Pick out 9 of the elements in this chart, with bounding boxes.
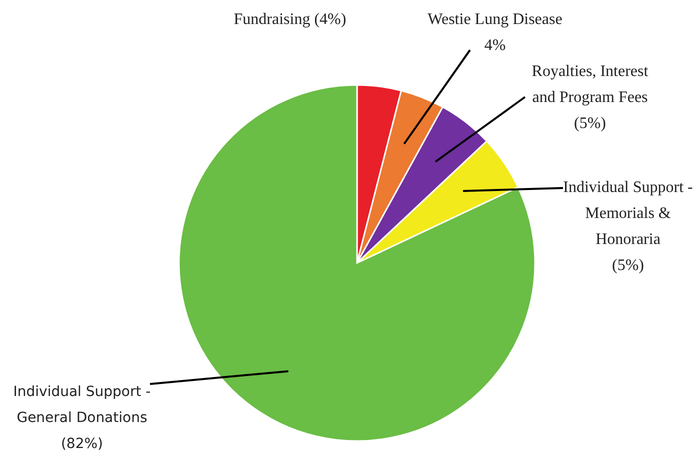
slice-label: Royalties, Interest and Program Fees [532, 63, 649, 106]
data-label: (5%) [612, 257, 644, 274]
slice-label: Fundraising (4%) [234, 11, 346, 28]
data-label: (82%) [60, 436, 104, 452]
data-label: 4% [484, 37, 506, 54]
data-label: (5%) [574, 115, 606, 132]
slice-label: Individual Support - Memorials & Honoraria [563, 179, 693, 248]
slice-label: Westie Lung Disease [428, 11, 562, 28]
slice-label: Individual Support - General Donations [13, 384, 151, 426]
